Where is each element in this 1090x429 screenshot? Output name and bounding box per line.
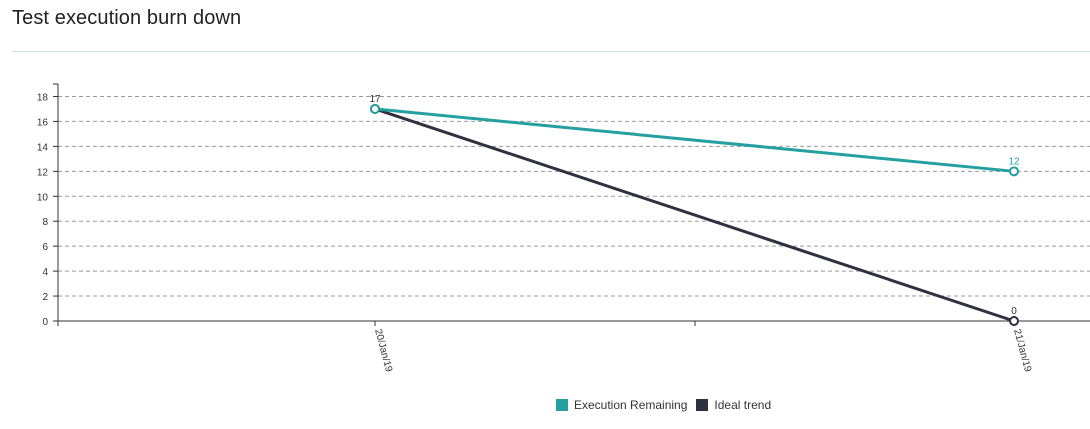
data-label: 12: [1008, 156, 1020, 167]
series-line: [374, 107, 1015, 323]
y-tick-label: 0: [42, 317, 48, 328]
y-tick-label: 14: [37, 142, 49, 153]
x-tick-label: 20/Jan/19: [372, 328, 394, 374]
data-points: [370, 103, 1019, 326]
y-tick-label: 10: [37, 192, 49, 203]
y-tick-label: 2: [42, 292, 48, 303]
axes: [57, 84, 1090, 325]
legend-label: Ideal trend: [714, 398, 772, 412]
grid-lines: [58, 95, 1090, 297]
y-tick-label: 8: [42, 217, 48, 228]
y-tick-label: 16: [37, 117, 49, 128]
y-tick-label: 18: [37, 92, 49, 103]
legend-item-execution-remaining[interactable]: Execution Remaining: [556, 398, 687, 412]
legend-swatch: [696, 399, 709, 411]
chart-legend: Execution Remaining Ideal trend: [556, 398, 780, 412]
title-divider: [12, 51, 1090, 52]
y-tick-label: 6: [42, 242, 48, 253]
series-line: [374, 107, 1015, 173]
y-tick-label: 4: [42, 267, 48, 278]
data-label: 0: [1011, 306, 1017, 317]
legend-label: Execution Remaining: [574, 398, 688, 412]
data-point: [1009, 166, 1019, 177]
data-point: [1009, 316, 1019, 326]
data-labels: 17 0 12: [369, 94, 1020, 317]
panel-title: Test execution burn down: [12, 7, 242, 29]
x-ticks: 20/Jan/19 21/Jan/19: [57, 321, 1033, 374]
legend-item-ideal-trend[interactable]: Ideal trend: [696, 398, 771, 412]
y-tick-label: 12: [37, 167, 49, 178]
data-label: 17: [369, 94, 381, 105]
legend-swatch: [556, 399, 568, 411]
y-ticks: 0 2 4 6 8 10 12 14 16 18: [37, 83, 58, 328]
series-lines: [374, 107, 1015, 323]
data-point: [370, 103, 380, 114]
x-tick-label: 21/Jan/19: [1011, 328, 1033, 374]
